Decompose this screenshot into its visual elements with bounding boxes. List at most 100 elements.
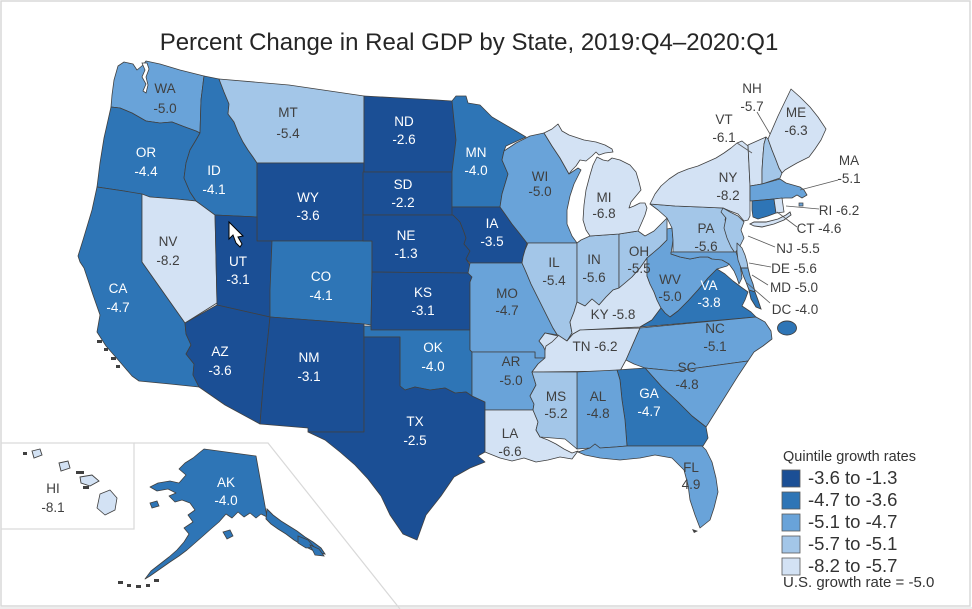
- svg-text:-4.7 to -3.6: -4.7 to -3.6: [808, 489, 897, 510]
- svg-text:-2.2: -2.2: [391, 195, 414, 210]
- svg-text:HI: HI: [46, 481, 60, 496]
- svg-text:-2.5: -2.5: [403, 433, 426, 448]
- svg-text:WY: WY: [297, 190, 319, 205]
- svg-text:SC: SC: [678, 360, 697, 375]
- svg-text:-4.1: -4.1: [309, 288, 332, 303]
- svg-text:SD: SD: [394, 177, 413, 192]
- svg-text:-8.2: -8.2: [156, 253, 179, 268]
- svg-text:-5.5: -5.5: [627, 261, 650, 276]
- svg-text:-8.2: -8.2: [716, 188, 739, 203]
- svg-text:-5.4: -5.4: [276, 126, 300, 141]
- svg-text:NM: NM: [299, 350, 320, 365]
- svg-text:WV: WV: [659, 272, 681, 287]
- svg-text:-3.6 to -1.3: -3.6 to -1.3: [808, 467, 897, 488]
- svg-text:MI: MI: [597, 190, 612, 205]
- svg-text:Quintile growth rates: Quintile growth rates: [783, 449, 916, 465]
- svg-text:-4.7: -4.7: [106, 300, 129, 315]
- svg-text:DE -5.6: DE -5.6: [771, 261, 817, 276]
- svg-text:LA: LA: [502, 426, 519, 441]
- svg-text:-4.7: -4.7: [637, 404, 660, 419]
- svg-text:-5.0: -5.0: [499, 373, 522, 388]
- svg-text:-1.3: -1.3: [394, 246, 417, 261]
- svg-text:-5.0: -5.0: [528, 184, 551, 199]
- svg-text:OK: OK: [423, 340, 443, 355]
- svg-text:-8.1: -8.1: [41, 500, 64, 515]
- svg-text:WA: WA: [154, 81, 175, 96]
- svg-text:-3.1: -3.1: [226, 272, 249, 287]
- svg-text:VT: VT: [715, 112, 732, 127]
- svg-text:AZ: AZ: [211, 344, 228, 359]
- svg-text:PA: PA: [697, 221, 714, 236]
- svg-text:-2.6: -2.6: [392, 132, 415, 147]
- svg-text:-4.0: -4.0: [214, 493, 237, 508]
- svg-text:WI: WI: [532, 169, 549, 184]
- svg-text:FL: FL: [683, 460, 699, 475]
- svg-text:IA: IA: [486, 216, 499, 231]
- svg-text:-8.2 to -5.7: -8.2 to -5.7: [808, 555, 897, 576]
- svg-text:NH: NH: [742, 81, 762, 96]
- svg-text:IN: IN: [587, 252, 601, 267]
- svg-text:-5.2: -5.2: [544, 406, 567, 421]
- svg-text:GA: GA: [639, 386, 659, 401]
- svg-text:AK: AK: [217, 475, 235, 490]
- svg-text:-5.1: -5.1: [703, 339, 726, 354]
- svg-text:-3.1: -3.1: [411, 303, 434, 318]
- svg-text:-4.1: -4.1: [202, 182, 225, 197]
- svg-text:ID: ID: [207, 163, 221, 178]
- svg-text:-5.7 to -5.1: -5.7 to -5.1: [808, 533, 897, 554]
- svg-text:OR: OR: [136, 145, 157, 160]
- svg-text:MN: MN: [466, 145, 487, 160]
- svg-text:MA: MA: [839, 153, 859, 168]
- svg-text:-5.6: -5.6: [694, 239, 717, 254]
- svg-text:TX: TX: [406, 414, 423, 429]
- svg-text:-3.6: -3.6: [296, 208, 319, 223]
- svg-text:NY: NY: [719, 170, 738, 185]
- svg-text:KY -5.8: KY -5.8: [591, 307, 636, 322]
- svg-text:NE: NE: [397, 228, 416, 243]
- svg-text:AL: AL: [590, 389, 607, 404]
- svg-text:-5.7: -5.7: [740, 99, 763, 114]
- svg-text:CT -4.6: CT -4.6: [797, 221, 842, 236]
- svg-text:-6.6: -6.6: [498, 444, 521, 459]
- svg-text:AR: AR: [502, 354, 521, 369]
- svg-text:OH: OH: [629, 244, 649, 259]
- svg-text:-4.0: -4.0: [464, 163, 487, 178]
- svg-text:MS: MS: [546, 389, 566, 404]
- svg-text:-6.8: -6.8: [592, 206, 615, 221]
- svg-text:DC -4.0: DC -4.0: [772, 302, 819, 317]
- svg-text:Percent Change in Real GDP by: Percent Change in Real GDP by State, 201…: [160, 29, 779, 56]
- svg-text:-3.5: -3.5: [480, 234, 503, 249]
- svg-text:MT: MT: [278, 105, 298, 120]
- svg-text:-4.8: -4.8: [586, 406, 609, 421]
- svg-text:-5.6: -5.6: [582, 270, 605, 285]
- svg-text:NJ -5.5: NJ -5.5: [776, 241, 820, 256]
- svg-text:-3.6: -3.6: [208, 363, 231, 378]
- svg-text:ND: ND: [394, 114, 414, 129]
- svg-text:-3.1: -3.1: [297, 369, 320, 384]
- svg-text:-4.0: -4.0: [421, 359, 444, 374]
- svg-text:CA: CA: [109, 281, 128, 296]
- svg-text:TN -6.2: TN -6.2: [572, 339, 617, 354]
- svg-text:-5.0: -5.0: [658, 289, 681, 304]
- svg-text:MO: MO: [496, 286, 518, 301]
- svg-text:-3.8: -3.8: [697, 295, 720, 310]
- svg-text:ME: ME: [786, 105, 806, 120]
- svg-text:NC: NC: [705, 321, 725, 336]
- svg-text:-4.4: -4.4: [134, 164, 158, 179]
- svg-text:-5.4: -5.4: [542, 273, 566, 288]
- svg-text:-5.1 to -4.7: -5.1 to -4.7: [808, 511, 897, 532]
- svg-text:MD -5.0: MD -5.0: [770, 280, 818, 295]
- svg-text:CO: CO: [311, 269, 331, 284]
- svg-text:IL: IL: [548, 255, 560, 270]
- svg-text:-5.0: -5.0: [153, 101, 176, 116]
- svg-text:-6.1: -6.1: [712, 130, 735, 145]
- svg-text:U.S. growth rate = -5.0: U.S. growth rate = -5.0: [783, 574, 934, 591]
- svg-text:VA: VA: [700, 278, 717, 293]
- svg-text:-4.8: -4.8: [675, 377, 698, 392]
- svg-text:UT: UT: [229, 254, 247, 269]
- svg-text:4.9: 4.9: [682, 477, 701, 492]
- svg-text:RI -6.2: RI -6.2: [819, 203, 860, 218]
- svg-text:-4.7: -4.7: [495, 303, 518, 318]
- svg-text:KS: KS: [414, 285, 432, 300]
- svg-text:NV: NV: [159, 234, 178, 249]
